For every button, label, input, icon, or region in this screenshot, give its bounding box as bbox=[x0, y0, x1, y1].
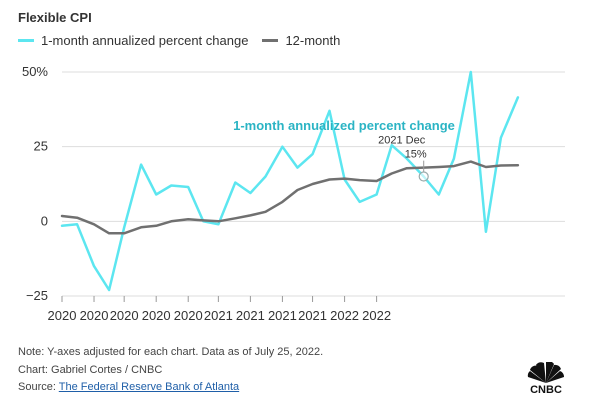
x-tick-label: 2021 bbox=[268, 308, 297, 323]
legend-label-12month: 12-month bbox=[285, 32, 341, 48]
x-tick-label: 2020 bbox=[142, 308, 171, 323]
series-1month-line bbox=[60, 70, 520, 292]
x-tick-label: 2020 bbox=[48, 308, 77, 323]
y-tick-label: 50% bbox=[22, 64, 48, 79]
x-tick-label: 2022 bbox=[362, 308, 391, 323]
legend-swatch-12month bbox=[262, 38, 279, 42]
y-tick-label: −25 bbox=[26, 288, 48, 303]
annotation-value: 15% bbox=[405, 149, 427, 161]
annotation-marker bbox=[418, 171, 429, 182]
x-tick-label: 2021 bbox=[204, 308, 233, 323]
cnbc-logo: CNBC bbox=[522, 362, 570, 396]
footer-source: Source: The Federal Reserve Bank of Atla… bbox=[18, 381, 239, 393]
legend-item-12month: 12-month bbox=[262, 33, 340, 48]
y-tick-label: 25 bbox=[34, 139, 48, 154]
legend-item-1month: 1-month annualized percent change bbox=[18, 33, 248, 48]
legend-swatch-1month bbox=[18, 38, 34, 42]
source-prefix: Source: bbox=[18, 381, 59, 393]
footer-credit: Chart: Gabriel Cortes / CNBC bbox=[18, 364, 163, 376]
chart-title: Flexible CPI bbox=[18, 10, 92, 25]
legend-label-1month: 1-month annualized percent change bbox=[41, 32, 249, 48]
x-tick-label: 2020 bbox=[110, 308, 139, 323]
peacock-icon bbox=[527, 362, 565, 383]
x-tick-label: 2020 bbox=[174, 308, 203, 323]
x-tick-label: 2021 bbox=[236, 308, 265, 323]
x-tick-label: 2022 bbox=[330, 308, 359, 323]
x-tick-label: 2021 bbox=[298, 308, 327, 323]
annotation-series-label: 1-month annualized percent change bbox=[233, 118, 455, 133]
footer-note: Note: Y-axes adjusted for each chart. Da… bbox=[18, 346, 324, 358]
y-tick-label: 0 bbox=[41, 213, 48, 228]
x-tick-label: 2020 bbox=[80, 308, 109, 323]
chart-legend: 1-month annualized percent change 12-mon… bbox=[18, 31, 354, 49]
source-link[interactable]: The Federal Reserve Bank of Atlanta bbox=[58, 381, 240, 393]
series-12month-line bbox=[60, 160, 520, 235]
logo-text: CNBC bbox=[530, 384, 562, 396]
annotation-date: 2021 Dec bbox=[378, 135, 426, 147]
